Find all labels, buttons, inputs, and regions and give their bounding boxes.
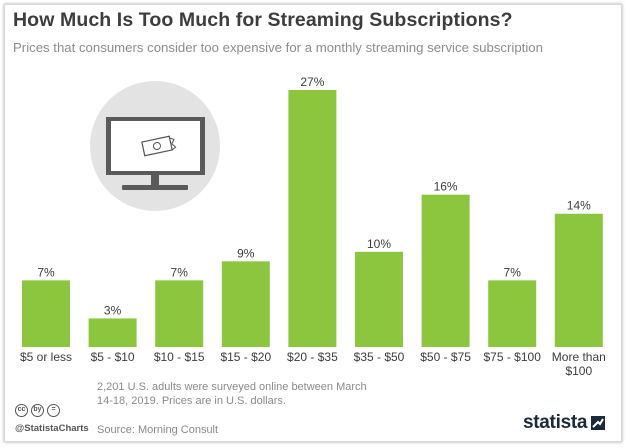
bar-value-label: 7% [504, 265, 522, 279]
category-label: $50 - $75 [420, 350, 471, 364]
survey-note: 2,201 U.S. adults were surveyed online b… [97, 381, 367, 407]
category-label: $100 [565, 364, 592, 378]
bar-value-label: 7% [171, 265, 189, 279]
bar-5 [288, 90, 337, 347]
bar-8 [488, 280, 537, 347]
chart-title: How Much Is Too Much for Streaming Subsc… [13, 9, 513, 31]
bar-value-label: 9% [237, 246, 255, 260]
bar-value-label: 10% [367, 237, 391, 251]
category-label: $15 - $20 [220, 350, 271, 364]
cc-license-icon: cc [15, 404, 28, 417]
category-label: More than [552, 350, 606, 364]
attribution-icon: by [31, 404, 44, 417]
category-label: $10 - $15 [154, 350, 205, 364]
bar-value-label: 16% [434, 180, 458, 194]
bar-6 [355, 251, 403, 347]
category-label: $5 - $10 [91, 350, 135, 364]
bar-2 [88, 318, 137, 347]
bar-value-label: 27% [300, 75, 324, 89]
chart-subtitle: Prices that consumers consider too expen… [13, 40, 543, 55]
statista-logo-icon [591, 416, 606, 430]
bar-7 [421, 194, 470, 347]
category-label: $75 - $100 [484, 350, 542, 364]
category-label: $20 - $35 [287, 350, 338, 364]
twitter-handle[interactable]: @StatistaCharts [15, 423, 89, 434]
statista-logo[interactable]: statista [523, 412, 606, 434]
bar-value-label: 3% [104, 303, 122, 317]
bar-4 [221, 261, 270, 347]
source-note: Source: Morning Consult [97, 424, 219, 436]
bar-value-label: 14% [567, 199, 591, 213]
bar-value-label: 7% [37, 265, 55, 279]
category-label: $35 - $50 [354, 350, 405, 364]
tv-with-money-icon [90, 81, 220, 211]
bar-3 [155, 280, 204, 347]
bar-1 [22, 280, 70, 347]
statista-logo-text: statista [523, 412, 588, 433]
category-label: $5 or less [20, 350, 72, 364]
no-derivatives-icon: = [47, 404, 60, 417]
bar-9 [554, 213, 603, 347]
license-icons: cc by = [15, 404, 60, 417]
